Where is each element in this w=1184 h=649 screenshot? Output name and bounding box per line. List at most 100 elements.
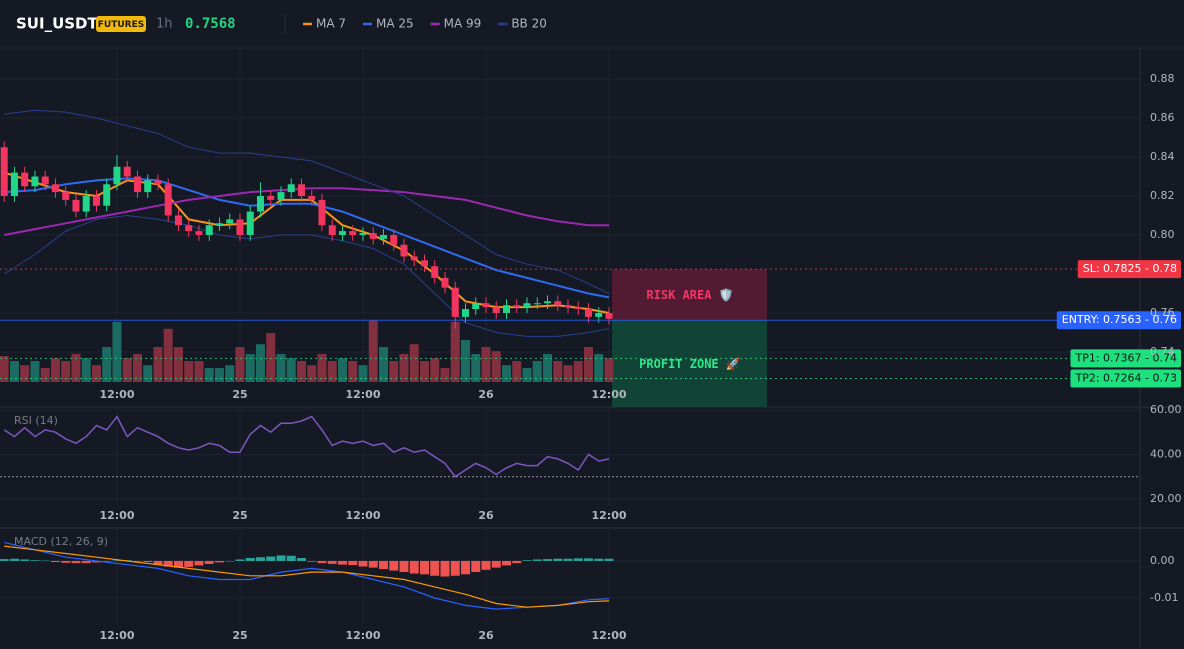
y-tick-label: 0.00 xyxy=(1150,554,1175,567)
levels: SL: 0.7825 - 0.78 ENTRY: 0.7563 - 0.76 TP1… xyxy=(0,260,1181,388)
legend-entry[interactable]: MA 7 xyxy=(316,17,346,31)
candle-body xyxy=(0,147,8,196)
macd-histogram-bar xyxy=(132,560,142,562)
candle-body xyxy=(287,184,295,193)
macd-histogram-bar xyxy=(389,560,399,571)
volume-bar xyxy=(214,368,224,382)
volume-bar xyxy=(409,344,419,382)
volume-bar xyxy=(358,365,368,382)
candles xyxy=(0,141,613,329)
x-tick-label: 25 xyxy=(232,509,247,522)
candle-body xyxy=(144,180,152,193)
interval[interactable]: 1h xyxy=(156,17,173,32)
candle-body xyxy=(523,303,531,308)
legend-entry[interactable]: BB 20 xyxy=(511,17,547,31)
macd-histogram-bar xyxy=(30,560,40,561)
macd-histogram-bar xyxy=(481,560,491,570)
x-tick-label: 12:00 xyxy=(99,509,134,522)
symbol[interactable]: SUI_USDT xyxy=(16,15,98,33)
macd-histogram-bar xyxy=(501,560,511,566)
volume xyxy=(0,320,614,382)
volume-bar xyxy=(378,347,388,382)
candle-body xyxy=(472,303,480,310)
volume-bar xyxy=(450,321,460,382)
volume-bar xyxy=(163,328,173,382)
candle-body xyxy=(379,234,387,239)
volume-bar xyxy=(153,347,163,382)
macd-histogram-bar xyxy=(512,560,522,564)
volume-bar xyxy=(440,368,450,382)
candle-body xyxy=(369,233,377,239)
macd-pane xyxy=(0,541,614,610)
candle-body xyxy=(31,176,39,187)
candle-body xyxy=(267,195,275,200)
x-tick-label: 12:00 xyxy=(99,388,134,401)
rsi-line xyxy=(3,415,610,478)
volume-bar xyxy=(307,365,317,382)
volume-bar xyxy=(276,354,286,382)
volume-bar xyxy=(512,361,522,382)
candle-body xyxy=(533,303,541,305)
level-label-bg xyxy=(1077,260,1181,279)
candle-body xyxy=(328,225,336,235)
macd-histogram-bar xyxy=(368,560,378,568)
x-tick-label: 26 xyxy=(478,388,494,401)
candle-body xyxy=(595,312,603,317)
candle-body xyxy=(564,305,572,308)
macd-histogram-bar xyxy=(419,560,429,575)
macd-histogram-bar xyxy=(532,559,542,561)
volume-bar xyxy=(584,347,594,382)
candle-body xyxy=(492,307,500,313)
macd-histogram-bar xyxy=(307,560,317,562)
volume-bar xyxy=(81,358,91,382)
candle-body xyxy=(113,166,121,185)
volume-bar xyxy=(471,354,481,382)
volume-bar xyxy=(71,354,81,382)
x-tick-label: 12:00 xyxy=(99,629,134,642)
legend-entry[interactable]: MA 99 xyxy=(444,17,482,31)
rsi-title: RSI (14) xyxy=(14,414,58,427)
volume-bar xyxy=(184,361,194,382)
candle-body xyxy=(10,172,18,196)
volume-bar xyxy=(604,358,614,382)
x-tick-label: 12:00 xyxy=(591,509,626,522)
volume-bar xyxy=(460,340,470,382)
macd-histogram-bar xyxy=(573,558,583,561)
volume-bar xyxy=(40,368,50,382)
volume-bar xyxy=(348,361,358,382)
y-tick-label: -0.01 xyxy=(1150,591,1178,604)
zone xyxy=(612,320,767,407)
macd-histogram-bar xyxy=(378,560,388,570)
y-tick-label: 40.00 xyxy=(1150,447,1182,460)
candle-body xyxy=(308,195,316,200)
candle-body xyxy=(338,231,346,235)
candle-body xyxy=(103,184,111,206)
x-tick-label: 26 xyxy=(478,629,494,642)
candle-body xyxy=(215,223,223,226)
volume-bar xyxy=(194,361,204,382)
macd-histogram-bar xyxy=(173,560,183,568)
macd-histogram-bar xyxy=(61,560,71,563)
x-tick-label: 25 xyxy=(232,388,247,401)
volume-bar xyxy=(20,365,30,382)
macd-histogram-bar xyxy=(184,560,194,567)
volume-bar xyxy=(286,358,296,382)
macd-histogram-bar xyxy=(245,557,255,561)
indicator-line xyxy=(4,187,609,236)
volume-bar xyxy=(132,354,142,382)
macd-histogram-bar xyxy=(81,560,91,564)
x-tick-label: 12:00 xyxy=(591,629,626,642)
macd-histogram-bar xyxy=(225,560,235,562)
macd-histogram-bar xyxy=(50,560,60,563)
y-tick-label: 0.86 xyxy=(1150,111,1175,124)
volume-bar xyxy=(317,354,327,382)
candle-body xyxy=(72,199,80,212)
volume-bar xyxy=(368,320,378,382)
macd-histogram-bar xyxy=(348,560,358,566)
macd-histogram-bar xyxy=(584,558,594,561)
legend-entry[interactable]: MA 25 xyxy=(376,17,414,31)
macd-histogram-bar xyxy=(399,560,409,573)
x-tick-label: 12:00 xyxy=(591,388,626,401)
